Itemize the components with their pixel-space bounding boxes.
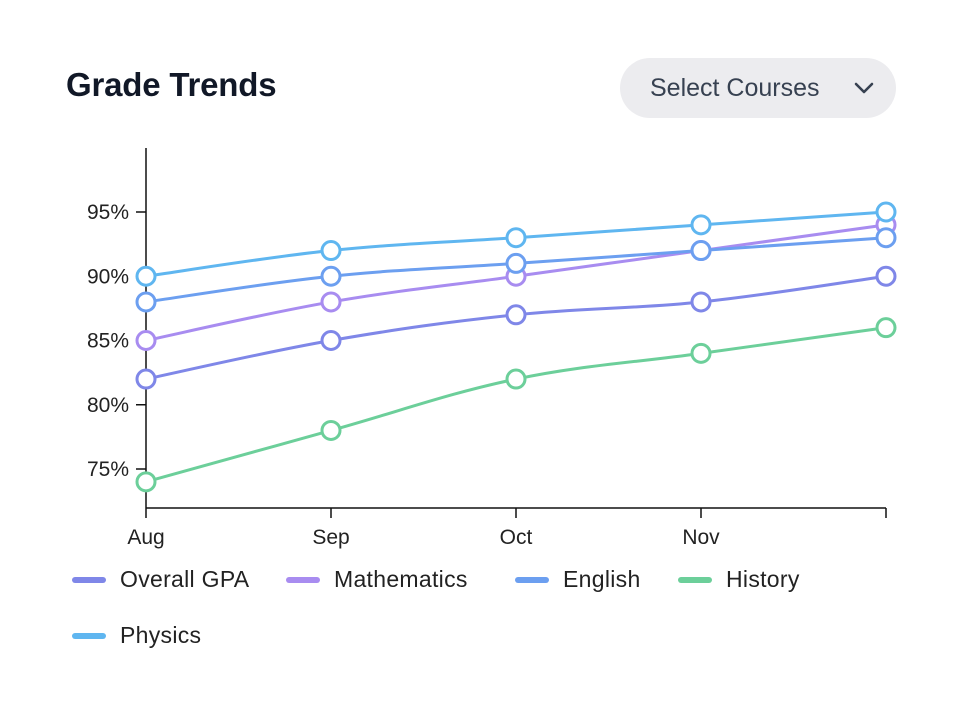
data-point-physics (320, 240, 342, 262)
y-tick-label: 95% (87, 201, 129, 224)
data-point-english (135, 291, 157, 313)
select-courses-button[interactable]: Select Courses (620, 58, 896, 118)
data-point-overall-gpa (135, 368, 157, 390)
data-point-physics (875, 201, 897, 223)
data-point-history (875, 317, 897, 339)
legend-item-mathematics[interactable]: Mathematics (286, 566, 468, 593)
data-point-history (320, 419, 342, 441)
data-point-physics (690, 214, 712, 236)
data-point-overall-gpa (320, 330, 342, 351)
data-point-english (505, 252, 527, 274)
data-point-history (135, 471, 157, 493)
data-point-history (690, 342, 712, 364)
data-point-physics (135, 265, 157, 287)
series-line-history (145, 326, 887, 484)
data-point-history (505, 368, 527, 390)
y-tick-label: 90% (87, 265, 129, 288)
legend-label: English (563, 566, 641, 592)
legend-swatch (286, 576, 320, 583)
legend-swatch (515, 576, 549, 583)
data-point-overall-gpa (505, 304, 527, 326)
legend-item-physics[interactable]: Physics (72, 622, 201, 649)
y-tick-label: 80% (87, 394, 129, 417)
legend-label: Mathematics (334, 566, 468, 592)
data-point-english (690, 240, 712, 262)
data-point-english (320, 265, 342, 287)
data-point-english (875, 227, 897, 249)
legend-label: Overall GPA (120, 566, 250, 592)
data-point-physics (505, 227, 527, 249)
page-title: Grade Trends (66, 66, 277, 103)
data-point-mathematics (135, 330, 157, 351)
legend-label: History (726, 566, 800, 592)
legend-swatch (678, 576, 712, 583)
legend-label: Physics (120, 622, 202, 648)
y-tick-label: 75% (87, 458, 129, 481)
data-point-overall-gpa (875, 265, 897, 287)
x-tick-label: Oct (500, 526, 533, 549)
select-courses-label: Select Courses (650, 73, 820, 102)
legend-item-english[interactable]: English (515, 566, 641, 593)
data-point-overall-gpa (690, 291, 712, 313)
x-tick-label: Sep (312, 526, 349, 549)
legend-item-overall-gpa[interactable]: Overall GPA (72, 566, 249, 593)
x-tick-label: Nov (682, 526, 720, 549)
series-line-overall-gpa (145, 274, 887, 381)
legend-swatch (72, 576, 106, 583)
chevron-down-icon[interactable] (852, 76, 876, 100)
x-tick-label: Aug (127, 526, 164, 549)
data-point-mathematics (320, 291, 342, 313)
legend-item-history[interactable]: History (678, 566, 800, 593)
y-tick-label: 85% (87, 330, 129, 353)
legend-swatch (72, 632, 106, 639)
